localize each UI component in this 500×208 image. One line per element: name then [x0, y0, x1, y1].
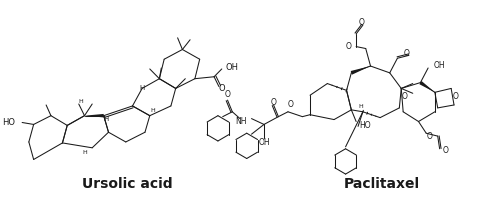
Text: Paclitaxel: Paclitaxel [344, 177, 420, 191]
Text: O: O [401, 92, 407, 101]
Text: NH: NH [235, 117, 246, 126]
Polygon shape [420, 81, 435, 92]
Text: H: H [82, 150, 87, 155]
Polygon shape [84, 114, 103, 118]
Text: O: O [359, 18, 365, 27]
Text: H: H [140, 85, 144, 92]
Text: HO: HO [359, 121, 370, 130]
Text: H: H [78, 99, 83, 104]
Text: O: O [270, 98, 276, 106]
Polygon shape [350, 66, 370, 75]
Text: H: H [103, 116, 108, 122]
Text: O: O [404, 49, 410, 58]
Text: O: O [427, 132, 433, 141]
Text: Ursolic acid: Ursolic acid [82, 177, 173, 191]
Text: OH: OH [434, 61, 446, 69]
Text: O: O [288, 100, 294, 109]
Text: H: H [358, 104, 364, 109]
Text: HO: HO [2, 118, 16, 127]
Text: O: O [218, 84, 225, 93]
Text: OH: OH [226, 63, 238, 72]
Text: O: O [442, 146, 448, 155]
Text: O: O [346, 42, 352, 51]
Text: O: O [224, 90, 230, 99]
Text: H: H [150, 108, 155, 113]
Text: O: O [452, 92, 458, 101]
Text: OH: OH [258, 139, 270, 147]
